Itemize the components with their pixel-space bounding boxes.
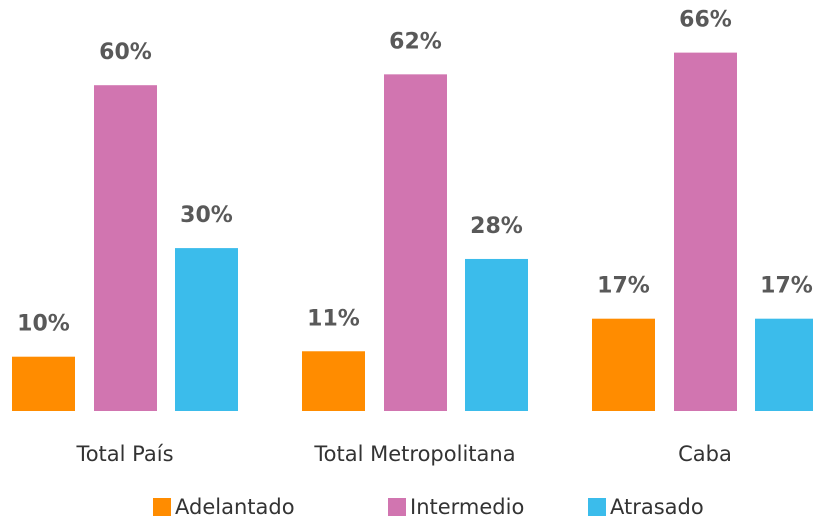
legend-label: Atrasado (610, 495, 704, 519)
value-label: 10% (17, 312, 70, 337)
value-label: 60% (99, 40, 152, 65)
legend-swatch (153, 498, 171, 516)
bar (674, 52, 737, 412)
legend-swatch (588, 498, 606, 516)
x-tick-label: Total País (75, 442, 173, 466)
bar (592, 318, 655, 411)
bar (175, 248, 238, 411)
bar (302, 351, 365, 411)
bar (755, 318, 813, 411)
value-label: 66% (679, 8, 732, 33)
legend-label: Adelantado (175, 495, 295, 519)
value-label: 17% (597, 274, 650, 299)
bar (12, 356, 75, 411)
bar (94, 85, 157, 411)
x-tick-label: Caba (678, 442, 732, 466)
legend-swatch (388, 498, 406, 516)
value-label: 28% (470, 214, 523, 239)
value-label: 17% (760, 274, 813, 299)
value-label: 11% (307, 306, 360, 331)
bar (384, 74, 447, 411)
value-label: 62% (389, 29, 442, 54)
value-label: 30% (180, 203, 233, 228)
legend-label: Intermedio (410, 495, 524, 519)
x-tick-label: Total Metropolitana (313, 442, 515, 466)
bar (465, 258, 528, 411)
